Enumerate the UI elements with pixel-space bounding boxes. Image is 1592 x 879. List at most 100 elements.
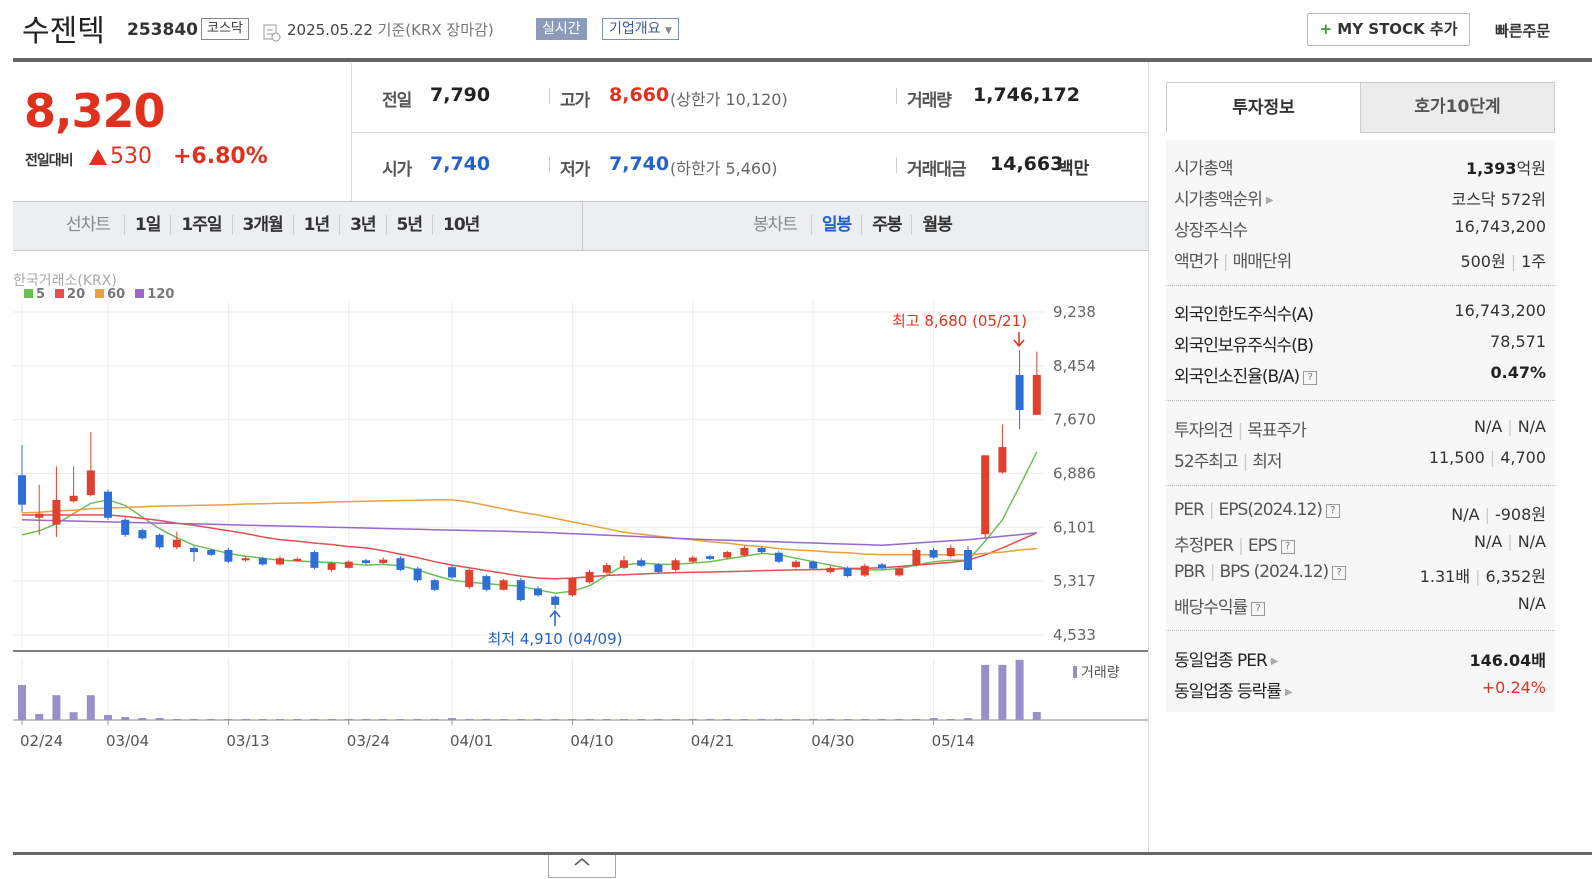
period-tab[interactable]: 월봉: [911, 215, 961, 235]
candle-body: [602, 565, 611, 573]
stat-note: (상한가 10,120): [670, 90, 788, 109]
candle-body: [362, 560, 370, 564]
stat-unit: 백만: [1058, 159, 1090, 179]
value-text: 500원: [1460, 252, 1506, 271]
volume-bar: [52, 695, 61, 720]
label-text[interactable]: 동일업종 PER: [1174, 651, 1268, 671]
candle-body: [516, 580, 525, 601]
volume-bar: [516, 718, 525, 720]
period-tab[interactable]: 주봉: [861, 215, 911, 235]
stat-separator: [549, 88, 550, 104]
info-label: 52주최고 | 최저: [1174, 447, 1283, 472]
value-separator: |: [1484, 505, 1490, 524]
volume-bar: [465, 718, 474, 720]
help-icon[interactable]: ?: [1280, 540, 1295, 554]
help-icon[interactable]: ?: [1325, 504, 1340, 518]
candle-body: [671, 560, 680, 570]
mystock-text: MY STOCK 추가: [1337, 20, 1458, 38]
volume-bar: [379, 718, 388, 720]
period-tab[interactable]: 1일: [123, 215, 170, 235]
volume-bar: [138, 718, 147, 720]
period-tab[interactable]: 5년: [385, 215, 432, 235]
period-tab[interactable]: 3년: [339, 215, 385, 235]
period-tab[interactable]: 1년: [292, 215, 339, 235]
volume-bar: [344, 718, 353, 720]
info-value: 1.31배 | 6,352원: [1420, 563, 1546, 587]
mystock-button[interactable]: + MY STOCK 추가: [1307, 13, 1470, 46]
candle-body: [379, 559, 388, 564]
y-tick-label: 5,317: [1053, 572, 1096, 590]
value-text: 16,743,200: [1454, 301, 1546, 320]
divider: [1148, 62, 1149, 853]
side-tab[interactable]: 호가10단계: [1360, 82, 1555, 133]
help-icon[interactable]: ?: [1332, 566, 1347, 580]
collapse-icon: [574, 858, 590, 866]
info-row: PER | EPS(2024.12)? N/A | -908원: [1174, 500, 1546, 524]
period-tab[interactable]: 일봉: [810, 215, 861, 235]
candle-body: [138, 530, 147, 539]
volume-bar: [448, 718, 456, 720]
y-tick-label: 9,238: [1053, 303, 1096, 321]
date: 2025.05.22 기준(KRX 장마감): [287, 19, 494, 40]
info-value: 11,500 | 4,700: [1429, 448, 1546, 467]
volume-bar: [964, 718, 972, 720]
label-separator: |: [1209, 562, 1216, 582]
x-tick-label: 05/14: [932, 732, 975, 750]
value-text: 1주: [1521, 252, 1546, 271]
x-tick-label: 04/30: [811, 732, 854, 750]
stock-name: 수젠텍: [22, 14, 105, 49]
label-text[interactable]: 시가총액순위: [1174, 190, 1263, 210]
label-text[interactable]: 동일업종 등락률: [1174, 682, 1282, 702]
volume-bar: [620, 718, 628, 720]
candle-body: [310, 552, 319, 568]
value-text: 146.04배: [1469, 651, 1546, 670]
chart: 9,238 8,454 7,670 6,886 6,101 5,317 4,533 02/24…: [13, 300, 1148, 750]
candle-body: [86, 470, 95, 496]
period-tab[interactable]: 1주일: [170, 215, 231, 235]
volume-bar: [69, 712, 78, 720]
realtime-button[interactable]: 실시간: [536, 18, 587, 40]
collapse-tab[interactable]: [548, 855, 616, 878]
value-separator: |: [1507, 532, 1513, 551]
period-tab[interactable]: 10년: [432, 215, 489, 235]
more-arrow: ▶: [1284, 687, 1293, 698]
up-arrow: [89, 149, 107, 165]
x-tick-label: 03/13: [226, 732, 269, 750]
company-button[interactable]: 기업개요 ▼: [602, 18, 679, 40]
volume-bar: [706, 718, 714, 720]
info-value: 1,393억원: [1466, 155, 1546, 179]
candle-body: [895, 568, 904, 576]
period-tab[interactable]: 3개월: [231, 215, 293, 235]
value-text: 6,352원: [1485, 567, 1546, 586]
label-separator: |: [1222, 252, 1229, 272]
candle-body: [809, 561, 818, 569]
info-label: 추정PER | EPS?: [1174, 531, 1295, 556]
volume-bar: [1015, 659, 1024, 720]
side-tab[interactable]: 투자정보: [1166, 82, 1361, 133]
help-icon[interactable]: ?: [1251, 602, 1266, 616]
candle-body: [912, 550, 921, 566]
x-tick-label: 03/04: [106, 732, 149, 750]
candle-body: [740, 547, 749, 556]
group-separator: [1166, 285, 1555, 286]
volume-bar: [860, 718, 869, 720]
volume-legend-swatch: [1073, 666, 1077, 678]
company-button-text: 기업개요: [609, 21, 661, 37]
change: 530: [110, 144, 152, 169]
info-row: 동일업종 PER ▶ 146.04배: [1174, 646, 1546, 671]
volume-bar: [688, 718, 697, 720]
volume-bar: [551, 718, 560, 720]
legend-item: 5: [24, 287, 45, 302]
volume-bar: [998, 664, 1007, 720]
volume-bar: [18, 685, 26, 720]
info-row: 액면가 | 매매단위 500원 | 1주: [1174, 247, 1546, 272]
quick-order[interactable]: 빠른주문: [1495, 22, 1551, 40]
value-text: 코스닥 572위: [1451, 190, 1546, 209]
value-text: 78,571: [1490, 332, 1546, 351]
value-text: N/A: [1473, 532, 1503, 551]
help-icon[interactable]: ?: [1303, 371, 1318, 385]
candle-body: [35, 513, 44, 518]
x-tick-label: 02/24: [20, 732, 63, 750]
volume-bar: [293, 718, 302, 720]
volume-label: 거래량: [1081, 665, 1120, 681]
